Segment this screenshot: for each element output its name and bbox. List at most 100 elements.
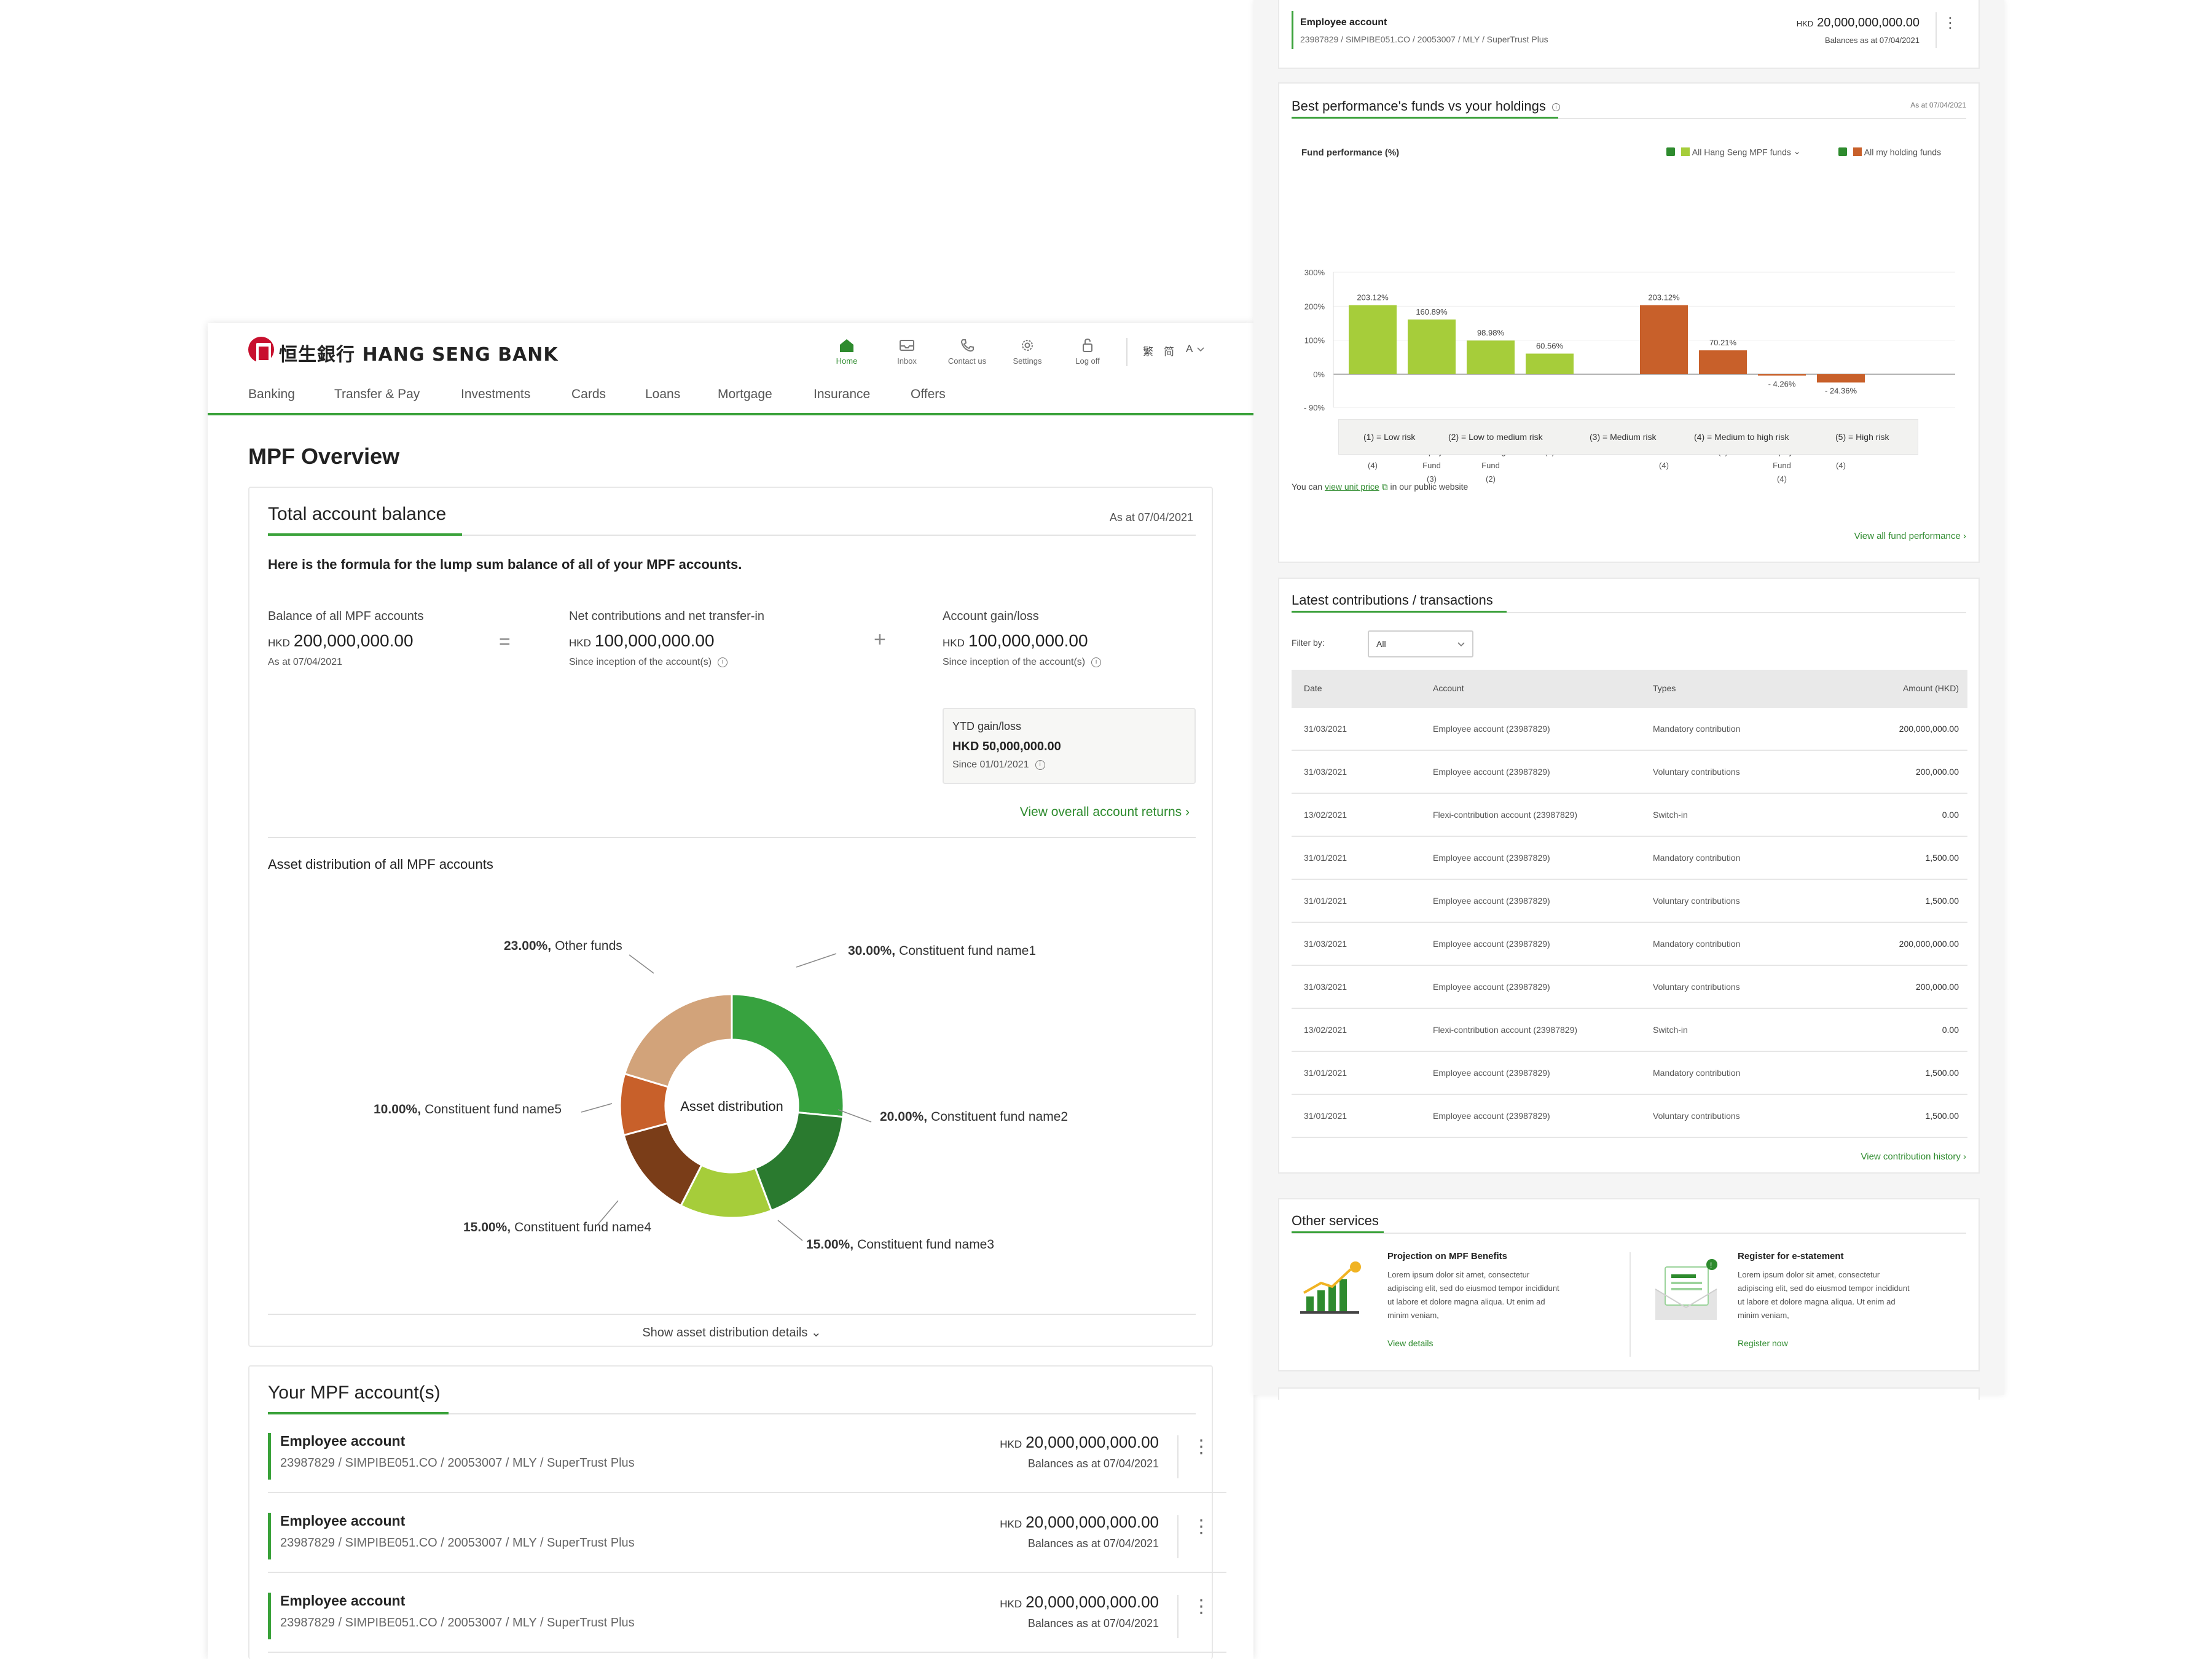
menu-transfer-pay[interactable]: Transfer & Pay [334,387,420,401]
bar[interactable] [1408,319,1456,374]
legend-my-funds[interactable]: All my holding funds [1838,146,1941,157]
table-row[interactable]: 31/01/2021 Employee account (23987829) Vol… [1292,880,1967,923]
title-accent-line [268,1412,449,1414]
table-row[interactable]: 31/01/2021 Employee account (23987829) Vol… [1292,1095,1967,1138]
account-row[interactable]: Employee account 23987829 / SIMPIBE051.CO… [268,1585,1226,1653]
filter-label: Filter by: [1292,638,1325,648]
bar-value-label: 160.89% [1416,307,1448,316]
info-icon[interactable]: i [718,657,728,667]
header-date: Date [1304,683,1322,693]
bar[interactable] [1699,350,1747,374]
leader-line [837,1109,872,1123]
col1-value: 200,000,000.00 [293,631,414,650]
title-underline [268,1413,1196,1414]
donut-slice[interactable] [731,993,845,1118]
table-row[interactable]: 31/03/2021 Employee account (23987829) Vol… [1292,966,1967,1009]
menu-investments[interactable]: Investments [461,387,531,401]
cell-amount: 0.00 [1942,1025,1959,1035]
more-options-icon[interactable]: ⋮ [1192,1516,1210,1537]
info-icon[interactable]: i [1551,103,1560,111]
top-account-name[interactable]: Employee account [1300,17,1387,28]
checkbox-checked-icon[interactable] [1838,147,1847,157]
font-size-toggle[interactable]: A [1186,343,1193,355]
nav-home[interactable]: Home [822,338,871,366]
account-currency: HKD [1000,1438,1022,1450]
nav-inbox[interactable]: Inbox [882,338,931,366]
bar[interactable] [1640,305,1688,374]
donut-slice[interactable] [623,993,733,1088]
account-balance-date: Balances as at 07/04/2021 [1027,1617,1159,1630]
balance-col-2: Net contributions and net transfer-in HK… [569,610,764,668]
menu-loans[interactable]: Loans [645,387,681,401]
account-row[interactable]: Employee account 23987829 / SIMPIBE051.CO… [268,1426,1226,1493]
nav-logoff[interactable]: Log off [1063,338,1112,366]
home-icon [840,339,853,352]
info-icon[interactable]: i [1091,657,1102,667]
menu-insurance[interactable]: Insurance [814,387,871,401]
view-details-link[interactable]: View details [1387,1338,1433,1348]
more-options-icon[interactable]: ⋮ [1192,1596,1210,1617]
fund-performance-card: Best performance's funds vs your holding… [1278,82,1980,563]
more-options-icon[interactable]: ⋮ [1192,1437,1210,1457]
info-icon[interactable]: i [1035,759,1045,770]
table-row[interactable]: 31/03/2021 Employee account (23987829) Vol… [1292,751,1967,794]
view-returns-label: View overall account returns [1019,805,1182,819]
view-unit-price-link[interactable]: view unit price [1324,482,1379,492]
checkbox-checked-icon[interactable] [1666,147,1675,157]
bar[interactable] [1467,340,1515,374]
ytd-label: YTD gain/loss [952,720,1022,732]
table-row[interactable]: 31/03/2021 Employee account (23987829) Man… [1292,708,1967,751]
perf-title-text: Best performance's funds vs your holding… [1292,98,1546,114]
leader-line [597,1200,619,1226]
lang-simplified[interactable]: 简 [1164,346,1174,358]
bar[interactable] [1349,305,1397,374]
kebab-divider [1936,12,1937,48]
table-row[interactable]: 13/02/2021 Flexi-contribution account (23… [1292,794,1967,837]
account-name[interactable]: Employee account [280,1513,406,1529]
bar[interactable] [1758,374,1806,376]
menu-cards[interactable]: Cards [571,387,606,401]
menu-banking[interactable]: Banking [248,387,295,401]
more-options-icon[interactable]: ⋮ [1943,15,1958,31]
bar[interactable] [1817,374,1865,383]
chevron-down-icon[interactable] [1197,347,1204,353]
account-name[interactable]: Employee account [280,1433,406,1449]
table-row[interactable]: 13/02/2021 Flexi-contribution account (23… [1292,1009,1967,1052]
view-returns-link[interactable]: View overall account returns › [1020,805,1190,820]
view-history-link[interactable]: View contribution history › [1861,1151,1966,1162]
table-row[interactable]: 31/03/2021 Employee account (23987829) Man… [1292,923,1967,966]
col2-currency: HKD [569,637,591,649]
ytd-note: Since 01/01/2021 [952,759,1029,770]
show-details-button[interactable]: Show asset distribution details ⌄ [249,1325,1214,1340]
lang-traditional[interactable]: 繁 [1143,346,1153,358]
y-tick-label: - 90% [1304,403,1325,412]
filter-select[interactable]: All [1368,630,1473,657]
bar[interactable] [1526,353,1574,374]
account-name[interactable]: Employee account [280,1593,406,1609]
cell-type: Mandatory contribution [1653,939,1741,949]
top-account-amount: 20,000,000,000.00 [1817,16,1920,29]
donut-slice[interactable] [754,1111,844,1212]
table-row[interactable]: 31/01/2021 Employee account (23987829) Man… [1292,1052,1967,1095]
nav-settings[interactable]: Settings [1003,338,1052,366]
title-accent-line [1292,117,1558,119]
cell-amount: 1,500.00 [1925,896,1959,906]
account-amount: 20,000,000,000.00 [1026,1513,1159,1531]
service1-body-line: Lorem ipsum dolor sit amet, consectetur [1387,1270,1530,1279]
legend-hs-funds[interactable]: All Hang Seng MPF funds ⌄ [1666,146,1801,157]
nav-inbox-label: Inbox [897,356,917,366]
nav-contact[interactable]: Contact us [943,338,992,366]
service1-title: Projection on MPF Benefits [1387,1251,1508,1261]
slice-label-percent: 20.00%, [880,1110,927,1124]
menu-mortgage[interactable]: Mortgage [718,387,772,401]
bank-logo-text[interactable]: 恒生銀行 HANG SENG BANK [279,344,559,366]
register-now-link[interactable]: Register now [1738,1338,1788,1348]
menu-offers[interactable]: Offers [911,387,946,401]
hang-seng-logo-icon[interactable] [248,337,274,363]
view-all-performance-link[interactable]: View all fund performance › [1854,531,1966,541]
table-row[interactable]: 31/01/2021 Employee account (23987829) Man… [1292,837,1967,880]
account-row[interactable]: Employee account 23987829 / SIMPIBE051.CO… [268,1505,1226,1573]
svg-text:!: ! [1710,1261,1712,1269]
x-category-label: Fund [1481,461,1500,470]
account-currency: HKD [1000,1598,1022,1610]
